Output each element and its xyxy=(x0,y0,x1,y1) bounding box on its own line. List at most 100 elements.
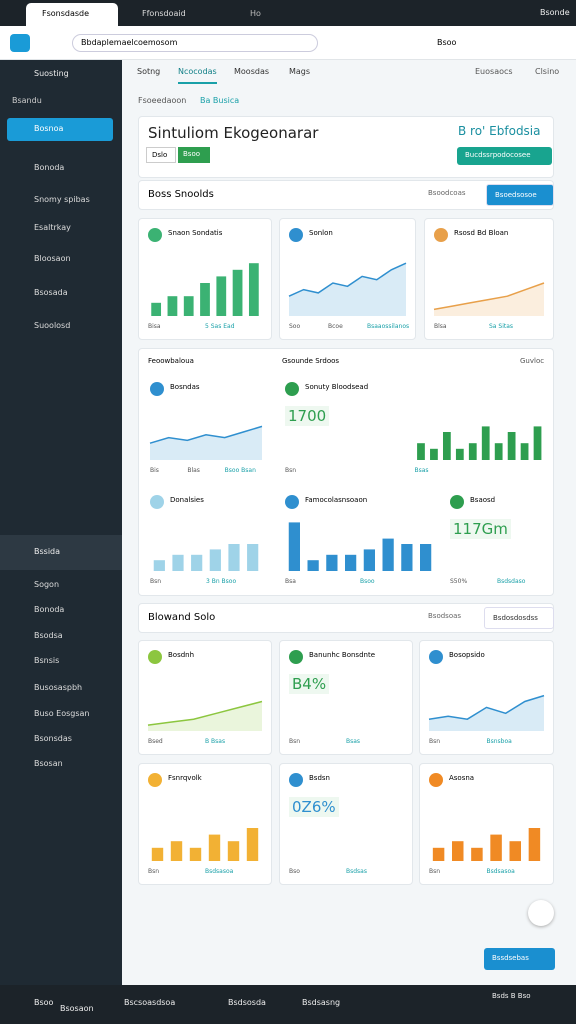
stat-value: 0Z6% xyxy=(289,797,339,817)
card-icon xyxy=(429,773,443,787)
chip[interactable]: Dslo xyxy=(146,147,176,163)
panel-title: Feoowbaloua xyxy=(148,357,194,365)
sidebar-item[interactable]: Esaltrkay xyxy=(34,223,71,232)
sidebar-item[interactable]: Bosnoa xyxy=(7,118,113,141)
card-icon xyxy=(285,495,299,509)
primary-button[interactable]: Bucdssrpodocosee xyxy=(457,147,552,165)
card-footer: Bcoe xyxy=(328,323,343,330)
profile[interactable]: Bsoo xyxy=(437,38,457,47)
clock: Bsds B Bso xyxy=(492,992,531,1000)
card-footer: Bsn xyxy=(285,467,297,474)
card-icon xyxy=(150,495,164,509)
card-title: Rsosd Bd Bloan xyxy=(454,229,509,237)
sidebar-item[interactable]: Buso Eosgsan xyxy=(34,709,90,718)
sidebar-item[interactable]: Bsonsdas xyxy=(34,734,72,743)
panel xyxy=(138,348,554,596)
sidebar xyxy=(0,60,122,985)
taskbar-item[interactable]: Bsdsasng xyxy=(302,998,341,1007)
taskbar-item[interactable]: Bsoo xyxy=(34,998,54,1007)
section-title: Boss Snoolds xyxy=(148,189,214,200)
card-icon xyxy=(148,773,162,787)
card-icon xyxy=(289,228,303,242)
section-button[interactable]: Bsdosdosdss xyxy=(484,607,554,629)
sidebar-item[interactable]: Bsnsis xyxy=(34,656,60,665)
card-title: Bosdnh xyxy=(168,651,195,659)
taskbar xyxy=(0,985,576,1024)
card-footer: Bsn xyxy=(150,578,162,585)
page-title: Sintuliom Ekogeonarar xyxy=(148,124,319,142)
card-title: Bosndas xyxy=(170,383,200,391)
sidebar-group[interactable]: Bssida xyxy=(0,535,122,570)
nav-action[interactable]: Euosaocs xyxy=(475,67,513,76)
breadcrumb[interactable]: Fsoeedaoon xyxy=(138,96,187,105)
card-title: Bsaosd xyxy=(470,496,496,504)
card-icon xyxy=(289,773,303,787)
app-icon xyxy=(10,34,30,52)
card-title: Banunhc Bonsdnte xyxy=(309,651,376,659)
badge: B ro' Ebfodsia xyxy=(458,124,541,138)
search[interactable]: Bsoodcoas xyxy=(428,189,466,197)
sidebar-item[interactable]: Suoolosd xyxy=(34,321,71,330)
nav-tab[interactable]: Sotng xyxy=(137,67,161,76)
tab[interactable]: Fsonsdasde xyxy=(26,3,118,26)
sidebar-item[interactable]: Bsosan xyxy=(34,759,63,768)
section-bar xyxy=(138,180,554,210)
nav-action[interactable]: Clsino xyxy=(535,67,560,76)
stat-value: 1700 xyxy=(285,406,330,426)
card-footer: Bsn xyxy=(148,868,160,875)
card-icon xyxy=(285,382,299,396)
section-title: Blowand Solo xyxy=(148,612,216,623)
sidebar-item[interactable]: Bsodsa xyxy=(34,631,63,640)
nav-tab[interactable]: Moosdas xyxy=(234,67,270,76)
sidebar-item[interactable]: Sogon xyxy=(34,580,60,589)
card-footer: Bso xyxy=(289,868,300,875)
card-footer: B Bsas xyxy=(205,738,226,745)
sidebar-item[interactable]: Bonoda xyxy=(34,163,65,172)
brand: Suosting xyxy=(34,69,69,78)
card-footer: Bsdsdaso xyxy=(497,578,526,585)
breadcrumb[interactable]: Ba Busica xyxy=(200,96,240,105)
card-footer: Bsn xyxy=(429,738,441,745)
panel-link[interactable]: Guvloc xyxy=(520,357,545,365)
sidebar-item[interactable]: Bloosaon xyxy=(34,254,71,263)
card-footer: Bsnsboa xyxy=(486,738,512,745)
card-footer: Bsoo xyxy=(360,578,375,585)
card-footer: Bsaaossilanos xyxy=(367,323,410,330)
card-title: Fsnrqvolk xyxy=(168,774,202,782)
footer-button[interactable]: Bssdsebas xyxy=(484,948,555,970)
tab[interactable]: Ffonsdoaid xyxy=(142,9,186,18)
taskbar-item[interactable]: Bsdsosda xyxy=(228,998,266,1007)
section-label: Bsandu xyxy=(12,96,42,105)
card-footer: Blsa xyxy=(434,323,447,330)
card-footer: 5 Sas Ead xyxy=(205,323,235,330)
stat-value: B4% xyxy=(289,674,330,694)
card-icon xyxy=(434,228,448,242)
url-field[interactable]: Bbdaplemaelcoemosom xyxy=(72,34,318,52)
card-footer: Bis xyxy=(150,467,159,474)
sidebar-item[interactable]: Busosaspbh xyxy=(34,683,83,692)
card-icon xyxy=(148,650,162,664)
card-footer: Bsn xyxy=(289,738,301,745)
card-footer: Blas xyxy=(187,467,200,474)
card-icon xyxy=(148,228,162,242)
card-footer: Bsas xyxy=(346,738,361,745)
sidebar-item[interactable]: Snomy spibas xyxy=(34,195,90,204)
card-title: Sonlon xyxy=(309,229,333,237)
tab[interactable]: Ho xyxy=(250,9,261,18)
taskbar-item[interactable]: Bsosaon xyxy=(60,1004,94,1013)
taskbar-item[interactable]: Bscsoasdsoa xyxy=(124,998,176,1007)
card-icon xyxy=(150,382,164,396)
fab[interactable] xyxy=(528,900,554,926)
nav-tab[interactable]: Mags xyxy=(289,67,311,76)
section-button[interactable]: Bsoedsosoe xyxy=(486,184,554,206)
chip[interactable]: Bsoo xyxy=(178,147,210,163)
nav-tab[interactable]: Ncocodas xyxy=(178,67,217,84)
card-title: Famocolasnsoaon xyxy=(305,496,368,504)
card-icon xyxy=(289,650,303,664)
card-footer: 3 Bn Bsoo xyxy=(206,578,237,585)
sidebar-item[interactable]: Bonoda xyxy=(34,605,65,614)
sidebar-item[interactable]: Bsosada xyxy=(34,288,68,297)
card-title: Sonuty Bloodsead xyxy=(305,383,369,391)
search[interactable]: Bsodsoas xyxy=(428,612,462,620)
card-title: Asosna xyxy=(449,774,475,782)
